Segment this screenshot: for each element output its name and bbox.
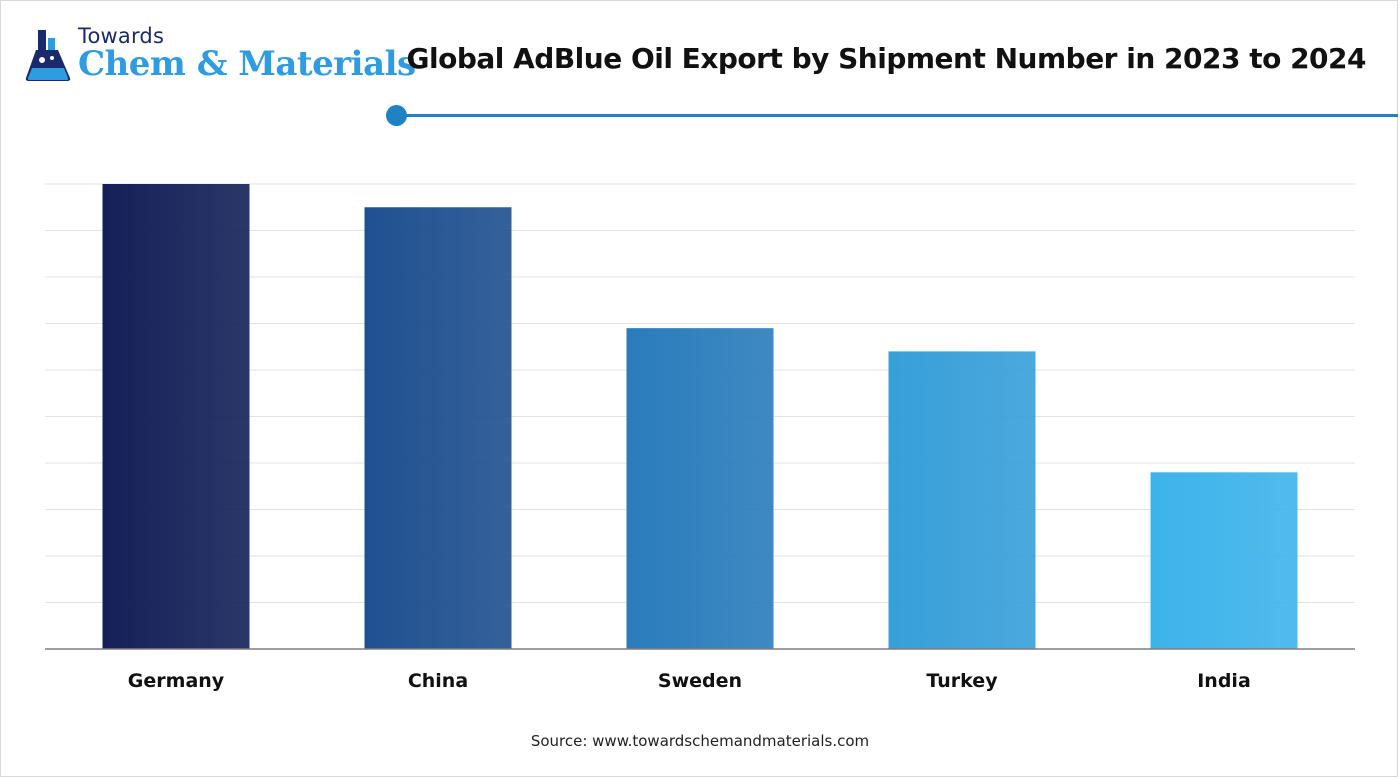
chart-title: Global AdBlue Oil Export by Shipment Num… [406,42,1367,75]
bar-china [364,207,512,649]
brand-line1: Towards [78,24,165,48]
source-note: Source: www.towardschemandmaterials.com [530,732,870,750]
bar-india [1150,472,1298,649]
bars [102,184,1298,649]
x-tick-label-sweden: Sweden [658,670,742,692]
bar-sweden [626,328,774,649]
x-tick-label-germany: Germany [128,670,225,692]
x-tick-label-india: India [1197,670,1251,692]
bar-germany [102,184,250,649]
brand-logo: Towards Chem & Materials [22,24,416,84]
brand-line2: Chem & Materials [78,44,416,84]
title-dot [386,105,407,126]
x-tick-label-china: China [408,670,468,692]
title-underline [396,114,1398,117]
x-tick-label-turkey: Turkey [926,670,998,692]
x-tick-labels: Germany China Sweden Turkey India [128,670,1251,692]
bar-turkey [888,351,1036,649]
flask-icon [25,30,71,81]
